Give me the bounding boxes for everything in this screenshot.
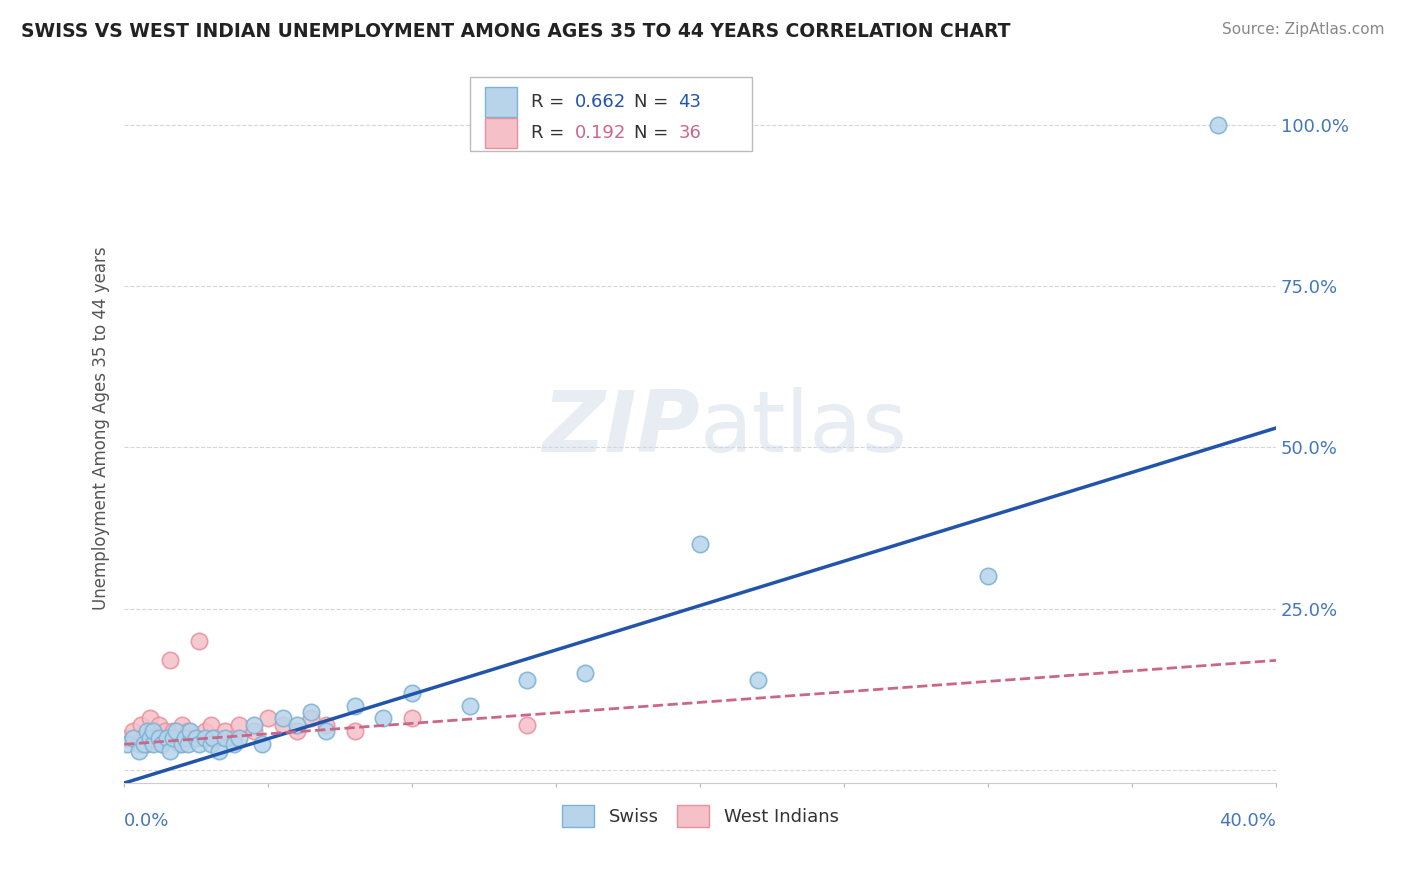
Point: [214, 731, 236, 745]
Point: [315, 724, 337, 739]
Text: R =: R =: [531, 124, 569, 142]
Point: [148, 731, 170, 745]
Point: [315, 718, 337, 732]
Point: [252, 737, 274, 751]
Point: [243, 724, 266, 739]
Point: [401, 686, 423, 700]
Point: [145, 731, 167, 745]
Point: [128, 737, 150, 751]
Text: 0.662: 0.662: [575, 93, 626, 111]
Point: [194, 731, 217, 745]
Point: [285, 724, 308, 739]
Point: [162, 724, 184, 739]
Point: [222, 737, 245, 751]
FancyBboxPatch shape: [470, 77, 752, 151]
Point: [156, 731, 179, 745]
Point: [228, 718, 250, 732]
Point: [747, 673, 769, 687]
Point: [139, 731, 162, 745]
Point: [200, 718, 222, 732]
Point: [186, 731, 208, 745]
Point: [134, 737, 156, 751]
Point: [179, 724, 201, 739]
Point: [121, 724, 143, 739]
Point: [343, 698, 366, 713]
Point: [165, 731, 187, 745]
Point: [373, 711, 395, 725]
Point: [181, 731, 204, 745]
Point: [257, 711, 280, 725]
FancyBboxPatch shape: [485, 87, 517, 117]
Point: [194, 724, 217, 739]
Point: [977, 569, 1000, 583]
Point: [516, 673, 538, 687]
Text: R =: R =: [531, 93, 569, 111]
Y-axis label: Unemployment Among Ages 35 to 44 years: Unemployment Among Ages 35 to 44 years: [93, 246, 110, 610]
Point: [299, 705, 322, 719]
Point: [574, 666, 596, 681]
Point: [173, 731, 195, 745]
Point: [208, 744, 231, 758]
Point: [136, 724, 159, 739]
Text: 43: 43: [678, 93, 702, 111]
Point: [115, 731, 138, 745]
Point: [200, 737, 222, 751]
Text: ZIP: ZIP: [543, 386, 700, 469]
Point: [148, 718, 170, 732]
Text: SWISS VS WEST INDIAN UNEMPLOYMENT AMONG AGES 35 TO 44 YEARS CORRELATION CHART: SWISS VS WEST INDIAN UNEMPLOYMENT AMONG …: [21, 22, 1011, 41]
Point: [214, 724, 236, 739]
Text: 0.192: 0.192: [575, 124, 626, 142]
Point: [142, 724, 165, 739]
Point: [150, 737, 173, 751]
Point: [156, 731, 179, 745]
Text: Source: ZipAtlas.com: Source: ZipAtlas.com: [1222, 22, 1385, 37]
Point: [188, 634, 211, 648]
Point: [299, 711, 322, 725]
Point: [115, 737, 138, 751]
Point: [136, 737, 159, 751]
Point: [150, 737, 173, 751]
Point: [285, 718, 308, 732]
FancyBboxPatch shape: [485, 118, 517, 147]
Point: [162, 731, 184, 745]
Point: [458, 698, 481, 713]
Point: [401, 711, 423, 725]
Point: [343, 724, 366, 739]
Point: [689, 537, 711, 551]
Point: [271, 718, 294, 732]
Point: [121, 731, 143, 745]
Text: N =: N =: [634, 93, 675, 111]
Point: [176, 737, 198, 751]
Point: [1208, 118, 1230, 132]
Point: [142, 724, 165, 739]
Point: [159, 653, 181, 667]
Point: [128, 744, 150, 758]
Point: [271, 711, 294, 725]
Point: [153, 724, 176, 739]
Point: [165, 724, 187, 739]
Point: [131, 718, 153, 732]
Point: [516, 718, 538, 732]
Point: [139, 711, 162, 725]
Point: [170, 718, 193, 732]
Point: [188, 737, 211, 751]
Text: 0.0%: 0.0%: [124, 812, 170, 830]
Point: [205, 731, 228, 745]
Point: [243, 718, 266, 732]
Point: [170, 737, 193, 751]
Legend: Swiss, West Indians: Swiss, West Indians: [554, 798, 846, 834]
Point: [222, 731, 245, 745]
Point: [202, 731, 225, 745]
Point: [159, 744, 181, 758]
Point: [167, 737, 190, 751]
Text: atlas: atlas: [700, 386, 908, 469]
Text: 36: 36: [678, 124, 702, 142]
Point: [228, 731, 250, 745]
Text: 40.0%: 40.0%: [1219, 812, 1277, 830]
Point: [142, 737, 165, 751]
Text: N =: N =: [634, 124, 675, 142]
Point: [134, 731, 156, 745]
Point: [176, 724, 198, 739]
